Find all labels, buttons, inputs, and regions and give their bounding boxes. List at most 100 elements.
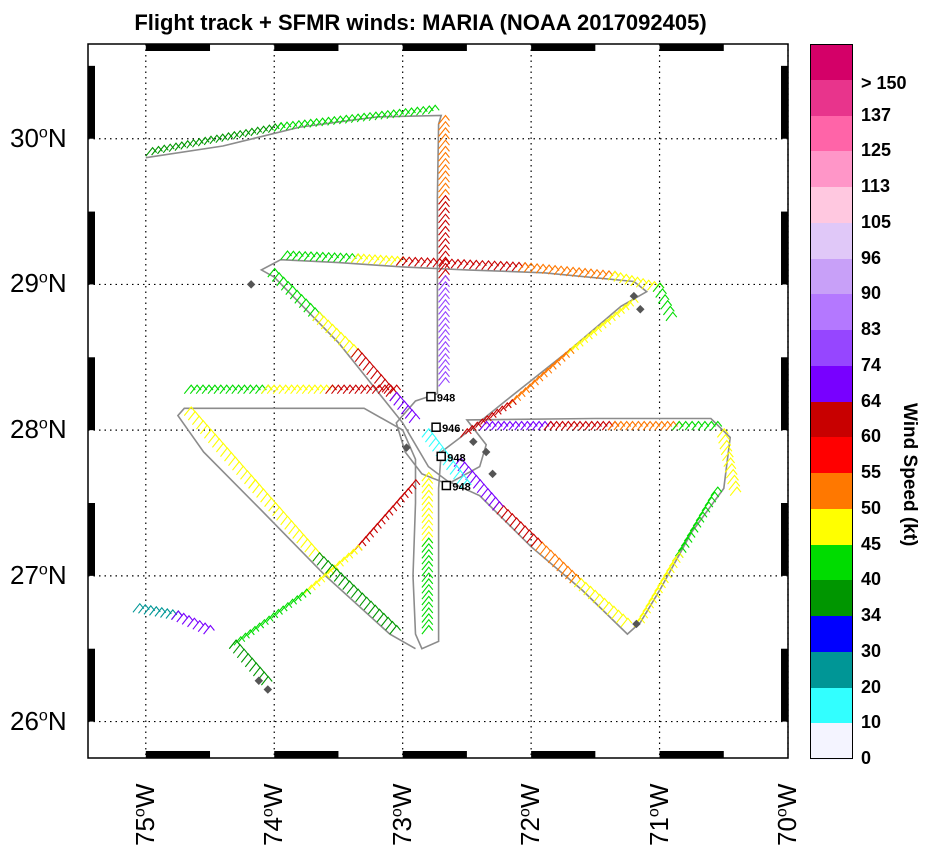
wind-barb — [728, 480, 741, 491]
wind-barb — [636, 612, 649, 623]
wind-barb — [618, 273, 631, 284]
wind-barb — [648, 592, 660, 602]
wind-barb — [280, 515, 292, 526]
wind-barb — [438, 237, 450, 248]
colorbar-segment — [810, 544, 853, 581]
wind-barb — [427, 104, 440, 115]
frame-tick-right — [781, 65, 788, 139]
wind-barb — [187, 410, 200, 421]
barb-segment — [267, 267, 325, 322]
wind-barb — [456, 258, 469, 269]
wind-barb — [321, 251, 334, 262]
wind-barb — [420, 257, 432, 268]
wind-barb — [313, 576, 326, 587]
wind-barb — [678, 420, 691, 431]
frame-tick-right — [781, 648, 788, 722]
wind-barb — [421, 477, 434, 488]
colorbar-label: 0 — [861, 748, 872, 768]
wind-barb — [308, 547, 321, 558]
wind-barb — [530, 537, 543, 548]
wind-barb — [547, 264, 560, 275]
wind-barb — [280, 601, 293, 612]
barb-segment — [633, 551, 684, 628]
wind-barb — [453, 469, 465, 480]
colorbar-label: 105 — [861, 211, 892, 232]
wind-barb — [336, 556, 349, 567]
wind-barb — [304, 542, 317, 553]
wind-barb — [647, 280, 659, 291]
wind-barb — [535, 263, 548, 274]
frame-tick-bottom — [274, 751, 339, 758]
wind-barb — [576, 336, 589, 347]
wind-barb — [620, 617, 633, 628]
wind-barb — [421, 624, 434, 635]
wind-barb — [438, 133, 450, 143]
barb-segment — [492, 500, 543, 548]
flight-track — [145, 114, 732, 650]
wind-barb — [562, 347, 575, 358]
wind-barb — [350, 588, 363, 599]
wind-barb — [325, 323, 337, 334]
wind-barb — [421, 566, 434, 577]
wind-barb — [438, 364, 450, 375]
frame-tick-top — [274, 44, 339, 51]
colorbar-segment — [810, 437, 853, 474]
wind-barb — [552, 557, 564, 568]
pressure-point-marker — [441, 480, 452, 491]
wind-barb — [346, 343, 359, 354]
wind-barb — [438, 304, 450, 315]
wind-barb — [438, 340, 450, 351]
wind-barb — [553, 265, 566, 276]
wind-barb — [271, 608, 283, 619]
frame-tick-left — [88, 503, 95, 576]
wind-barb — [341, 552, 354, 563]
wind-barb — [260, 492, 272, 503]
colorbar-label: 96 — [861, 247, 882, 268]
wind-barb — [346, 548, 358, 559]
colorbar-segment — [810, 330, 853, 367]
colorbar-segment — [810, 187, 853, 224]
wind-barb — [338, 335, 350, 346]
wind-barb — [268, 501, 280, 512]
wind-barb — [438, 194, 450, 205]
wind-barb — [149, 605, 161, 616]
wind-barb — [438, 157, 450, 168]
wind-barb — [292, 529, 304, 539]
wind-barb — [421, 471, 434, 482]
wind-barb — [560, 565, 573, 576]
wind-barb — [680, 536, 693, 547]
barb-segment — [325, 384, 402, 395]
barb-segment — [312, 551, 402, 635]
wind-barb — [569, 573, 581, 584]
wind-barb — [641, 279, 654, 290]
lon-label: 74oW — [258, 783, 289, 846]
wind-barb — [594, 322, 607, 333]
wind-barb — [380, 616, 393, 627]
drop-markers — [246, 280, 645, 694]
wind-barb — [322, 568, 335, 579]
colorbar-label: 20 — [861, 676, 882, 697]
colorbar-label: 40 — [861, 569, 882, 590]
wind-barb — [220, 447, 232, 457]
wind-barb — [421, 501, 434, 512]
barb-segment — [438, 194, 450, 285]
wind-barb — [408, 256, 420, 267]
wind-barb — [571, 267, 584, 277]
wind-barb — [522, 383, 535, 393]
wind-barb — [704, 496, 717, 507]
wind-barb — [207, 433, 220, 444]
frame-tick-top — [531, 44, 596, 51]
wind-barb — [460, 427, 472, 438]
wind-barb — [513, 521, 526, 531]
wind-barb — [718, 433, 730, 444]
wind-barb — [366, 365, 379, 376]
wind-barb — [453, 457, 466, 467]
wind-barb — [244, 474, 256, 485]
wind-barb — [499, 402, 512, 412]
wind-barb — [256, 488, 268, 498]
colorbar-label: 125 — [861, 140, 892, 161]
wind-barb — [444, 258, 457, 269]
wind-barb — [421, 601, 434, 612]
wind-barb — [522, 529, 534, 539]
wind-barb — [624, 274, 637, 285]
